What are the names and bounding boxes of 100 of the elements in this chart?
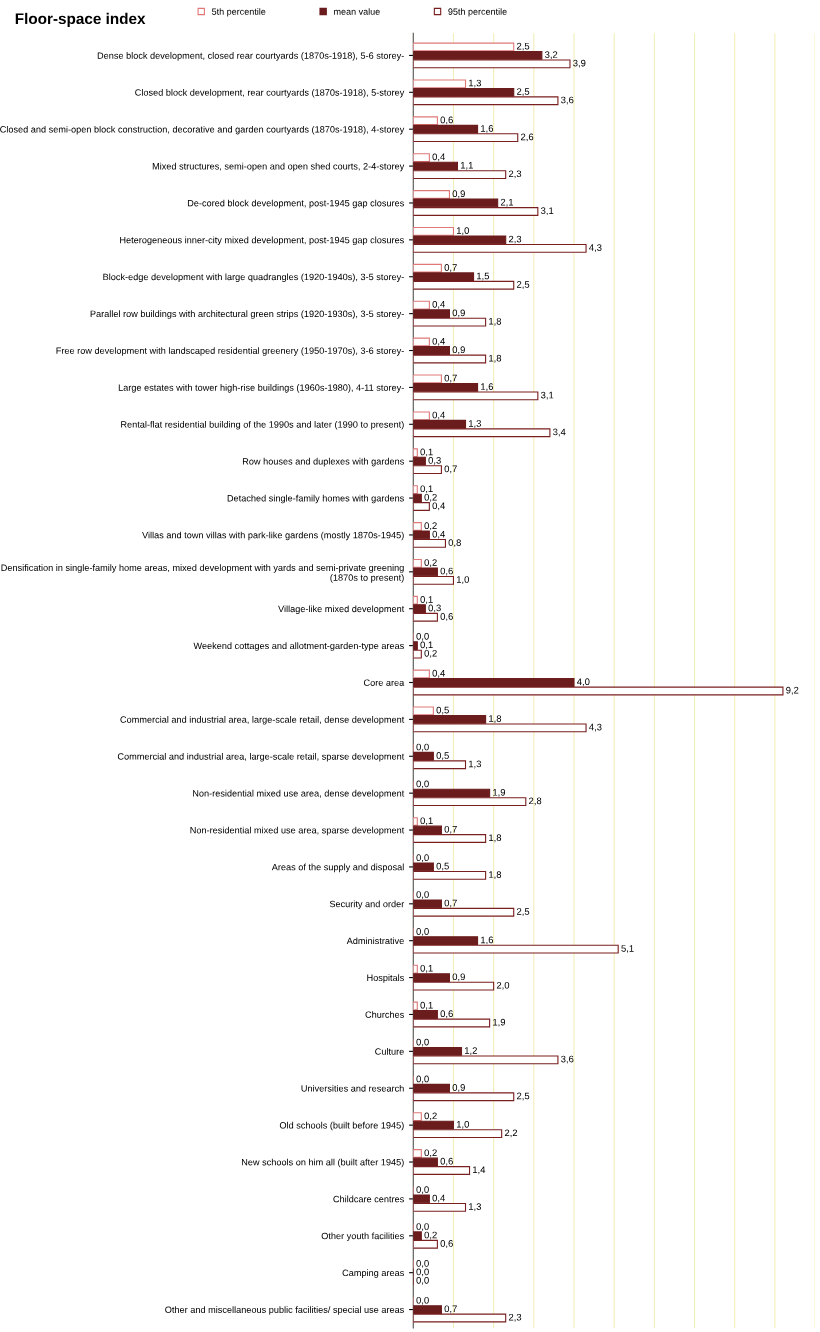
data-label: 0,2 bbox=[424, 493, 437, 502]
data-label: 0,3 bbox=[428, 457, 441, 465]
data-label: 0,0 bbox=[416, 1186, 429, 1195]
data-label: 2,5 bbox=[516, 42, 530, 51]
data-label: 0,1 bbox=[420, 448, 433, 457]
data-label: 1,9 bbox=[493, 789, 506, 797]
data-label: 0,6 bbox=[440, 1010, 453, 1019]
data-label: 0,4 bbox=[432, 337, 445, 346]
data-label: 0,2 bbox=[424, 1149, 437, 1158]
y-tick-label: Densification in single-family home areas, mixed development with yards and semi-private greening (1870s to present) bbox=[1, 564, 404, 583]
data-label: 1,9 bbox=[493, 1018, 506, 1027]
data-label: 0,7 bbox=[444, 825, 457, 834]
data-label: 1,8 bbox=[489, 354, 502, 363]
y-tick-label: Childcare centres bbox=[333, 1195, 404, 1203]
y-tick-label: Non-residential mixed use area, dense development bbox=[193, 789, 405, 799]
data-label: 0,2 bbox=[424, 522, 437, 531]
data-label: 1,6 bbox=[481, 125, 494, 133]
data-label: 0,0 bbox=[416, 1038, 429, 1047]
data-label: 4,0 bbox=[576, 678, 590, 687]
data-label: 3,9 bbox=[573, 59, 586, 68]
data-label: 0,9 bbox=[452, 346, 465, 355]
data-label: 1,3 bbox=[469, 420, 482, 428]
y-tick-label: Camping areas bbox=[342, 1269, 404, 1278]
data-label: 2,3 bbox=[508, 1313, 522, 1322]
data-label: 0,6 bbox=[440, 116, 453, 125]
text: Floor-space index bbox=[15, 12, 146, 28]
data-label: 3,2 bbox=[544, 51, 558, 60]
y-tick-label: De-cored block development, post-1945 gap closures bbox=[187, 199, 404, 209]
y-tick-label: Mixed structures, semi-open and open shed courts, 2-4-storey bbox=[152, 162, 405, 172]
y-tick-label: Commercial and industrial area, large-scale retail, sparse development bbox=[117, 752, 405, 762]
legend-label: 5th percentile bbox=[211, 8, 266, 17]
y-tick-label: Village-like mixed development bbox=[278, 605, 405, 614]
y-tick-label: Closed block development, rear courtyards (1870s-1918), 5-storey bbox=[135, 89, 405, 98]
data-label: 3,1 bbox=[540, 207, 554, 216]
data-label: 0,6 bbox=[440, 613, 453, 621]
data-label: 2,2 bbox=[504, 1129, 518, 1138]
data-label: 1,0 bbox=[456, 227, 469, 236]
y-tick-label: Rental-flat residential building of the 1990s and later (1990 to present) bbox=[121, 420, 404, 430]
data-label: 3,6 bbox=[561, 1055, 574, 1064]
legend-label: mean value bbox=[334, 8, 380, 15]
y-tick-label: New schools on him all (built after 1945) bbox=[241, 1158, 404, 1168]
data-label: 0,4 bbox=[432, 301, 445, 309]
y-tick-label: Detached single-family homes with gardens bbox=[227, 494, 404, 504]
data-label: 2,5 bbox=[516, 281, 530, 289]
y-tick-label: Other youth facilities bbox=[321, 1232, 404, 1242]
data-label: 0,2 bbox=[424, 1231, 437, 1240]
y-tick-label: Administrative bbox=[346, 937, 404, 945]
data-label: 0,6 bbox=[440, 567, 453, 576]
data-label: 0,0 bbox=[416, 780, 429, 789]
data-label: 0,4 bbox=[432, 153, 445, 162]
data-label: 1,8 bbox=[489, 871, 502, 880]
data-label: 0,4 bbox=[432, 1194, 445, 1203]
data-label: 0,0 bbox=[416, 1268, 429, 1277]
data-label: 4,3 bbox=[589, 244, 602, 252]
data-label: 0,7 bbox=[444, 374, 457, 383]
data-label: 0,1 bbox=[420, 817, 433, 826]
data-label: 0,0 bbox=[416, 1296, 429, 1305]
y-tick-label: Old schools (built before 1945) bbox=[279, 1121, 404, 1131]
data-label: 1,0 bbox=[456, 576, 469, 584]
data-label: 3,6 bbox=[561, 96, 574, 105]
y-tick-label: Churches bbox=[365, 1011, 404, 1018]
y-tick-label: Universities and research bbox=[301, 1084, 404, 1092]
y-tick-label: Villas and town villas with park-like gardens (mostly 1870s-1945) bbox=[142, 531, 404, 541]
data-label: 2,3 bbox=[508, 235, 522, 244]
data-label: 5,1 bbox=[621, 945, 634, 953]
y-tick-label: Areas of the supply and disposal bbox=[271, 863, 404, 873]
data-label: 2,8 bbox=[529, 797, 542, 806]
data-label: 1,4 bbox=[473, 1166, 486, 1175]
y-tick-label: Parallel row buildings with architectural green strips (1920-1930s), 3-5 storey- bbox=[90, 310, 404, 319]
data-label: 1,3 bbox=[469, 79, 482, 88]
y-tick-label: Non-residential mixed use area, sparse development bbox=[190, 826, 405, 836]
data-label: 1,6 bbox=[481, 936, 494, 945]
data-label: 0,0 bbox=[416, 1223, 429, 1231]
data-label: 0,1 bbox=[420, 641, 433, 650]
data-label: 1,3 bbox=[469, 1203, 482, 1212]
data-label: 0,9 bbox=[452, 1084, 465, 1092]
data-label: 0,0 bbox=[416, 1075, 429, 1084]
data-label: 3,1 bbox=[540, 391, 554, 400]
data-label: 0,0 bbox=[416, 1277, 429, 1285]
data-label: 9,2 bbox=[786, 686, 799, 695]
y-tick-label: Row houses and duplexes with gardens bbox=[242, 457, 404, 467]
data-label: 2,5 bbox=[516, 1092, 530, 1101]
data-label: 0,9 bbox=[452, 973, 465, 982]
data-label: 2,6 bbox=[521, 133, 534, 142]
y-tick-label: Heterogeneous inner-city mixed development, post-1945 gap closures bbox=[120, 236, 404, 246]
data-label: 2,3 bbox=[508, 170, 522, 179]
data-label: 1,6 bbox=[481, 383, 494, 392]
data-label: 0,0 bbox=[416, 891, 429, 899]
data-label: 0,5 bbox=[436, 862, 449, 871]
data-label: 0,9 bbox=[452, 309, 465, 318]
data-label: 0,5 bbox=[436, 706, 449, 715]
data-label: 0,5 bbox=[436, 752, 449, 760]
y-tick-label: Free row development with landscaped residential greenery (1950-1970s), 3-6 storey- bbox=[56, 347, 404, 356]
data-label: 1,2 bbox=[464, 1047, 477, 1056]
data-label: 0,2 bbox=[424, 1112, 437, 1121]
y-tick-label: Commercial and industrial area, large-scale retail, dense development bbox=[120, 716, 405, 725]
data-label: 0,8 bbox=[448, 539, 461, 548]
y-tick-label: Security and order bbox=[329, 900, 405, 910]
data-label: 0,4 bbox=[432, 530, 445, 539]
data-label: 0,0 bbox=[416, 743, 429, 752]
